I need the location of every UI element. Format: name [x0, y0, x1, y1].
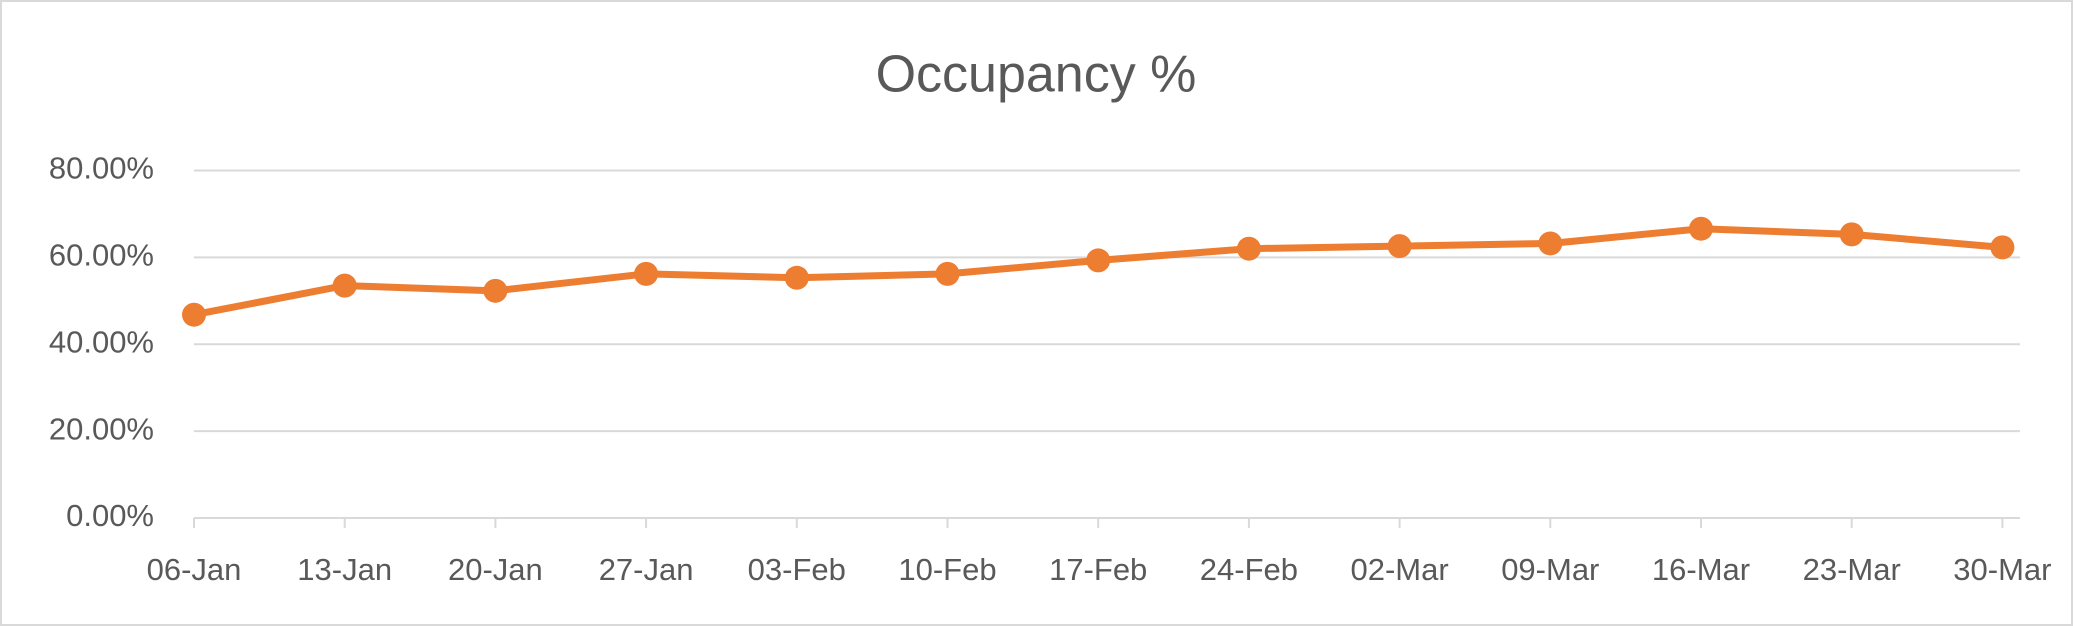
x-tick-label: 09-Mar [1501, 552, 1599, 587]
y-tick-label: 20.00% [49, 411, 154, 446]
data-point [784, 265, 809, 290]
x-tick-label: 23-Mar [1803, 552, 1901, 587]
y-tick-label: 40.00% [49, 324, 154, 359]
x-tick-label: 24-Feb [1200, 552, 1298, 587]
x-tick-label: 16-Mar [1652, 552, 1750, 587]
data-point [483, 278, 508, 303]
data-point [332, 273, 357, 298]
y-tick-label: 80.00% [49, 151, 154, 186]
data-point [1839, 222, 1864, 247]
x-tick-label: 10-Feb [898, 552, 996, 587]
chart-title: Occupancy % [876, 46, 1197, 104]
x-tick-label: 06-Jan [147, 552, 242, 587]
data-point [182, 302, 206, 327]
x-tick-label: 27-Jan [599, 552, 694, 587]
data-point [1990, 235, 2015, 260]
x-tick-label: 17-Feb [1049, 552, 1147, 587]
x-tick-label: 30-Mar [1953, 552, 2051, 587]
x-tick-label: 20-Jan [448, 552, 543, 587]
data-point [1236, 236, 1261, 261]
data-point [1689, 216, 1713, 241]
data-point [634, 261, 659, 286]
y-tick-label: 60.00% [49, 238, 154, 273]
data-point [935, 261, 960, 286]
x-tick-label: 02-Mar [1350, 552, 1448, 587]
x-tick-label: 03-Feb [748, 552, 846, 587]
data-point [1086, 248, 1111, 273]
y-tick-label: 0.00% [66, 498, 154, 533]
data-point [1387, 234, 1412, 259]
data-point [1538, 231, 1563, 256]
x-tick-label: 13-Jan [297, 552, 392, 587]
